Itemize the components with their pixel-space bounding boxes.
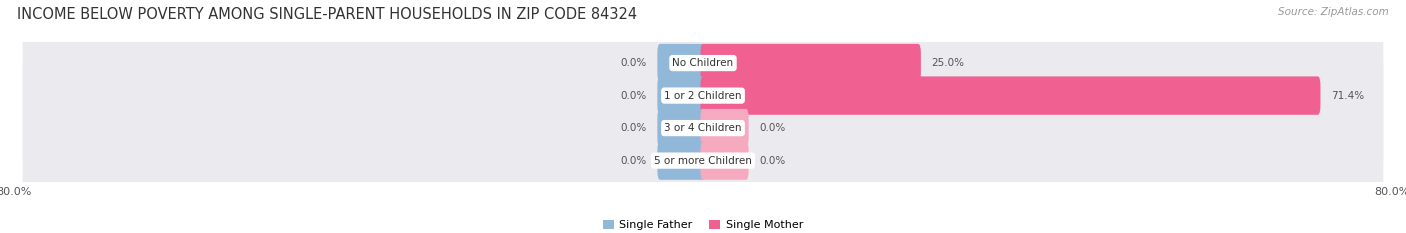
FancyBboxPatch shape — [22, 117, 1384, 204]
FancyBboxPatch shape — [700, 109, 748, 147]
FancyBboxPatch shape — [22, 85, 1384, 172]
Text: 0.0%: 0.0% — [621, 123, 647, 133]
Text: 0.0%: 0.0% — [759, 123, 785, 133]
Text: 0.0%: 0.0% — [621, 156, 647, 166]
Text: 0.0%: 0.0% — [759, 156, 785, 166]
Text: 0.0%: 0.0% — [621, 58, 647, 68]
Text: No Children: No Children — [672, 58, 734, 68]
Text: INCOME BELOW POVERTY AMONG SINGLE-PARENT HOUSEHOLDS IN ZIP CODE 84324: INCOME BELOW POVERTY AMONG SINGLE-PARENT… — [17, 7, 637, 22]
Text: 71.4%: 71.4% — [1331, 91, 1364, 101]
FancyBboxPatch shape — [700, 141, 748, 180]
FancyBboxPatch shape — [658, 109, 706, 147]
Text: 1 or 2 Children: 1 or 2 Children — [664, 91, 742, 101]
FancyBboxPatch shape — [22, 20, 1384, 107]
Text: 25.0%: 25.0% — [931, 58, 965, 68]
Legend: Single Father, Single Mother: Single Father, Single Mother — [598, 216, 808, 233]
FancyBboxPatch shape — [658, 141, 706, 180]
Text: Source: ZipAtlas.com: Source: ZipAtlas.com — [1278, 7, 1389, 17]
Text: 0.0%: 0.0% — [621, 91, 647, 101]
Text: 3 or 4 Children: 3 or 4 Children — [664, 123, 742, 133]
FancyBboxPatch shape — [22, 52, 1384, 139]
Text: 5 or more Children: 5 or more Children — [654, 156, 752, 166]
FancyBboxPatch shape — [700, 76, 1320, 115]
FancyBboxPatch shape — [700, 44, 921, 82]
FancyBboxPatch shape — [658, 44, 706, 82]
FancyBboxPatch shape — [658, 76, 706, 115]
